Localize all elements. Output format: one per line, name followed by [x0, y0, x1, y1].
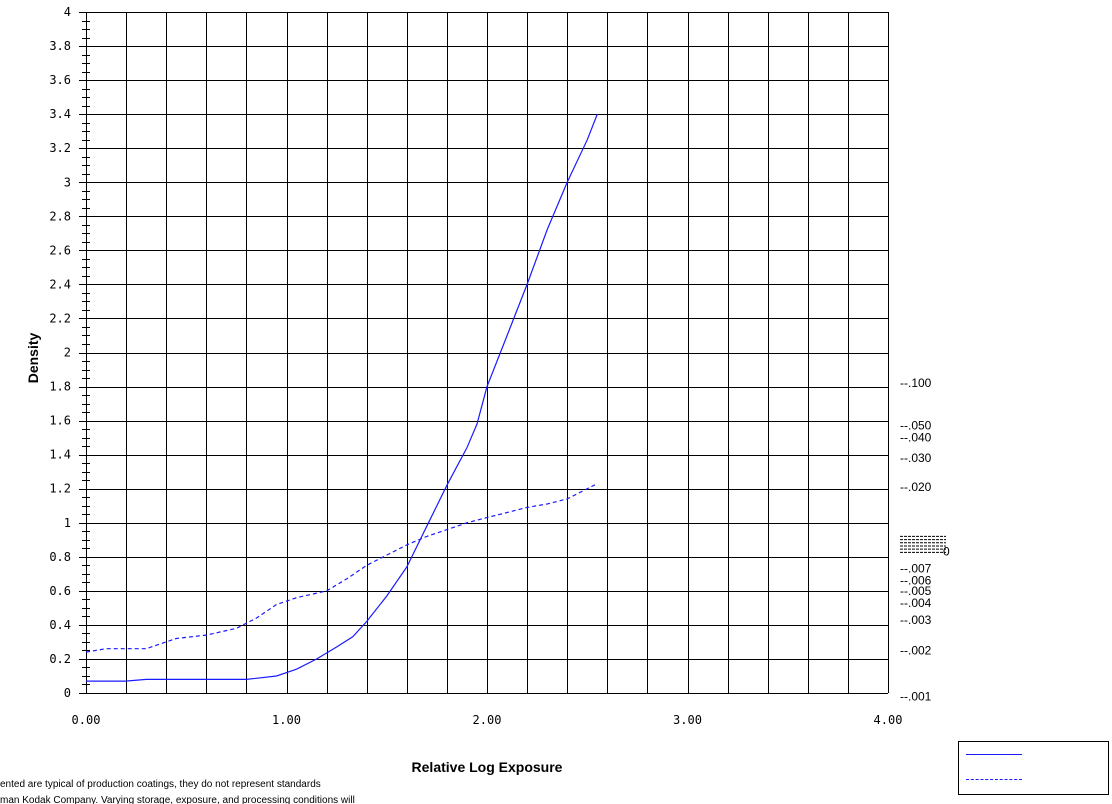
y-tick-label: 1.6: [49, 414, 71, 428]
series: [85, 113, 598, 682]
x-tick-label: 3.00: [673, 713, 702, 727]
x-tick-label: 1.00: [272, 713, 301, 727]
grid: [86, 12, 889, 694]
y-tick-label: 2.8: [49, 209, 71, 223]
y-tick-label: 3.2: [49, 141, 71, 155]
right-scale-label: --.100: [900, 376, 932, 390]
y-axis-minor-ticks: [79, 12, 90, 694]
y-tick-label: 2: [64, 346, 71, 360]
y-axis-title: Density: [25, 333, 41, 384]
y-tick-label: 0.6: [49, 584, 71, 598]
legend: [958, 741, 1109, 795]
y-tick-label: 1.8: [49, 380, 71, 394]
y-tick-label: 0.4: [49, 618, 71, 632]
solid-density-curve: [86, 113, 598, 682]
right-scale-label: --.030: [900, 451, 932, 465]
right-scale-label: --.007: [900, 562, 932, 576]
right-scale-label: --.040: [900, 431, 932, 445]
right-scale: --.100--.050--.040--.030--.020--.007--.0…: [900, 376, 950, 703]
right-scale-label: --.050: [900, 419, 932, 433]
y-tick-label: 2.4: [49, 277, 71, 291]
x-tick-label: 0.00: [72, 713, 101, 727]
y-tick-label: 0: [64, 686, 71, 700]
y-axis-tick-labels: 0 0.2 0.4 0.6 0.8 1 1.2 1.4 1.6 1.8 2 2.2 2.4 2.6 2.8 3…: [49, 5, 71, 700]
right-scale-label: --.003: [900, 613, 932, 627]
x-axis-tick-labels: 0.00 1.00 2.00 3.00 4.00: [72, 713, 903, 727]
legend-dashed-line: [966, 779, 1022, 780]
right-scale-label: --.020: [900, 480, 932, 494]
y-tick-label: 2.6: [49, 243, 71, 257]
right-scale-label: --.002: [900, 643, 932, 657]
y-tick-label: 0.2: [49, 652, 71, 666]
footnote-line-2: man Kodak Company. Varying storage, expo…: [0, 795, 355, 804]
y-tick-label: 3: [64, 175, 71, 189]
y-tick-label: 1: [64, 516, 71, 530]
y-tick-label: 3.4: [49, 107, 71, 121]
right-scale-label: --.004: [900, 596, 932, 610]
y-tick-label: 1.2: [49, 482, 71, 496]
legend-solid-line: [966, 754, 1022, 755]
footnote-line-1: ented are typical of production coatings…: [0, 779, 321, 790]
x-tick-label: 2.00: [473, 713, 502, 727]
right-scale-label: --.005: [900, 584, 932, 598]
y-tick-label: 3.8: [49, 39, 71, 53]
x-axis-title: Relative Log Exposure: [412, 759, 563, 775]
right-scale-label: 0: [943, 545, 950, 559]
y-tick-label: 3.6: [49, 73, 71, 87]
y-tick-label: 4: [64, 5, 71, 19]
y-tick-label: 1.4: [49, 448, 71, 462]
right-scale-label: --.006: [900, 574, 932, 588]
y-tick-label: 0.8: [49, 550, 71, 564]
dashed-density-curve: [85, 483, 598, 653]
x-tick-label: 4.00: [874, 713, 903, 727]
y-tick-label: 2.2: [49, 311, 71, 325]
right-scale-label: --.001: [900, 689, 932, 703]
